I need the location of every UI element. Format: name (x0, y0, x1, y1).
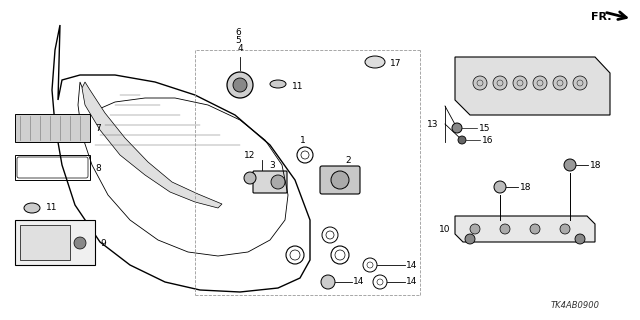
Text: 13: 13 (426, 119, 438, 129)
Polygon shape (455, 57, 610, 115)
Text: 16: 16 (482, 135, 493, 145)
Ellipse shape (24, 203, 40, 213)
Circle shape (452, 123, 462, 133)
Circle shape (321, 275, 335, 289)
Text: 15: 15 (479, 124, 490, 132)
Text: FR.: FR. (591, 12, 611, 22)
Circle shape (560, 224, 570, 234)
Text: 6: 6 (235, 28, 241, 37)
FancyBboxPatch shape (253, 171, 287, 193)
Circle shape (564, 159, 576, 171)
Text: 3: 3 (269, 161, 275, 170)
Circle shape (458, 136, 466, 144)
Text: 14: 14 (353, 277, 364, 286)
Polygon shape (20, 225, 70, 260)
Text: 5: 5 (235, 36, 241, 45)
Polygon shape (15, 114, 90, 142)
FancyBboxPatch shape (320, 166, 360, 194)
Circle shape (331, 171, 349, 189)
Text: 14: 14 (406, 277, 417, 286)
Text: 18: 18 (520, 182, 531, 191)
Text: 11: 11 (292, 82, 303, 91)
Circle shape (465, 234, 475, 244)
Circle shape (470, 224, 480, 234)
Polygon shape (82, 82, 222, 208)
Circle shape (494, 181, 506, 193)
Circle shape (74, 237, 86, 249)
Polygon shape (455, 216, 595, 242)
Circle shape (573, 76, 587, 90)
Ellipse shape (270, 80, 286, 88)
Text: 11: 11 (46, 204, 58, 212)
FancyBboxPatch shape (68, 231, 92, 255)
Circle shape (513, 76, 527, 90)
Circle shape (533, 76, 547, 90)
Text: 8: 8 (95, 164, 100, 172)
Circle shape (493, 76, 507, 90)
Polygon shape (15, 220, 95, 265)
Circle shape (227, 72, 253, 98)
Circle shape (530, 224, 540, 234)
Circle shape (473, 76, 487, 90)
Circle shape (233, 78, 247, 92)
Circle shape (553, 76, 567, 90)
Text: 10: 10 (438, 225, 450, 234)
Circle shape (500, 224, 510, 234)
Text: 7: 7 (95, 124, 100, 132)
Text: TK4AB0900: TK4AB0900 (550, 301, 600, 310)
Ellipse shape (365, 56, 385, 68)
Text: 9: 9 (100, 238, 106, 247)
Text: 1: 1 (300, 135, 306, 145)
Circle shape (244, 172, 256, 184)
Text: 2: 2 (345, 156, 351, 164)
Circle shape (575, 234, 585, 244)
Circle shape (271, 175, 285, 189)
Text: 4: 4 (238, 44, 244, 53)
Text: 14: 14 (406, 260, 417, 269)
Text: 12: 12 (244, 151, 256, 160)
Text: 18: 18 (590, 161, 602, 170)
Text: 17: 17 (390, 59, 401, 68)
